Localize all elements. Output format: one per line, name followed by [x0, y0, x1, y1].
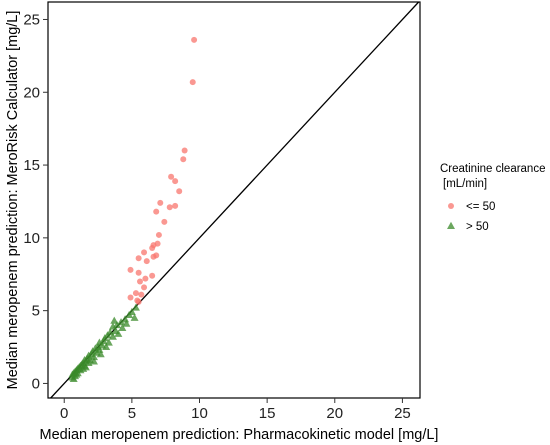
data-point-circle — [149, 245, 156, 252]
data-point-triangle — [108, 332, 117, 340]
data-point-circle — [166, 204, 173, 211]
y-tick-label: 20 — [23, 84, 40, 101]
x-tick-label: 20 — [326, 405, 343, 422]
y-tick-label: 10 — [23, 230, 40, 247]
legend-title-line-2: [mL/min] — [443, 178, 487, 190]
data-point-circle — [135, 269, 142, 276]
data-point-triangle — [81, 363, 90, 371]
data-point-triangle — [96, 350, 105, 358]
x-tick-label: 25 — [394, 405, 411, 422]
data-point-circle — [181, 147, 188, 154]
data-point-circle — [153, 208, 160, 215]
data-point-triangle — [122, 319, 131, 327]
data-point-circle — [172, 178, 179, 185]
data-point-circle — [135, 255, 142, 262]
data-point-circle — [172, 202, 179, 209]
y-tick-label: 25 — [23, 11, 40, 28]
data-point-circle — [136, 278, 143, 285]
data-point-circle — [132, 290, 139, 297]
data-point-circle — [149, 272, 156, 279]
data-point-circle — [138, 291, 145, 298]
data-point-circle — [155, 231, 162, 238]
y-axis: 0 5 10 15 20 25 — [23, 11, 48, 392]
data-point-triangle — [104, 338, 113, 346]
legend-key-triangle — [447, 221, 455, 229]
data-point-circle — [191, 36, 198, 43]
legend-label: <= 50 — [466, 201, 495, 213]
legend: Creatinine clearance [mL/min] <= 50 > 50 — [440, 163, 545, 233]
data-point-triangle — [130, 313, 139, 321]
data-points-layer — [68, 36, 198, 383]
y-tick-label: 15 — [23, 157, 40, 174]
data-point-triangle — [114, 329, 123, 337]
y-axis-title: Median meropenem prediction: MeroRisk Ca… — [5, 11, 21, 390]
data-point-circle — [142, 275, 149, 282]
y-tick-label: 5 — [32, 303, 40, 320]
data-point-circle — [127, 294, 134, 301]
x-axis: 0 5 10 15 20 25 — [60, 398, 411, 422]
data-point-triangle — [117, 318, 126, 326]
data-point-circle — [135, 298, 142, 305]
legend-items: <= 50 > 50 — [447, 201, 495, 233]
plot-frame — [47, 1, 421, 399]
x-tick-label: 15 — [259, 405, 276, 422]
data-point-circle — [150, 253, 157, 260]
legend-key-circle — [448, 203, 454, 209]
plot-area — [47, 1, 421, 399]
data-point-circle — [180, 156, 187, 163]
x-axis-title: Median meropenem prediction: Pharmacokin… — [40, 427, 439, 443]
data-point-circle — [143, 258, 150, 265]
data-point-circle — [157, 199, 164, 206]
x-tick-label: 10 — [191, 405, 208, 422]
data-point-circle — [168, 173, 175, 180]
data-point-triangle — [90, 357, 98, 365]
data-point-triangle — [108, 322, 117, 330]
data-point-triangle — [90, 353, 98, 361]
data-point-circle — [161, 218, 168, 225]
legend-title-line-1: Creatinine clearance — [440, 163, 545, 175]
y-tick-label: 0 — [32, 375, 40, 392]
data-point-triangle — [102, 342, 111, 350]
data-point-triangle — [121, 315, 130, 323]
data-point-triangle — [118, 323, 127, 332]
data-point-triangle — [110, 316, 119, 324]
legend-label: > 50 — [466, 221, 489, 233]
data-point-triangle — [125, 310, 134, 318]
x-tick-label: 0 — [60, 405, 68, 422]
data-point-circle — [189, 79, 196, 86]
data-point-circle — [141, 249, 148, 256]
data-point-triangle — [69, 374, 78, 383]
data-point-triangle — [131, 303, 140, 311]
data-point-circle — [176, 188, 183, 195]
data-point-circle — [141, 284, 148, 291]
x-tick-label: 5 — [128, 405, 136, 422]
data-point-circle — [127, 266, 134, 273]
